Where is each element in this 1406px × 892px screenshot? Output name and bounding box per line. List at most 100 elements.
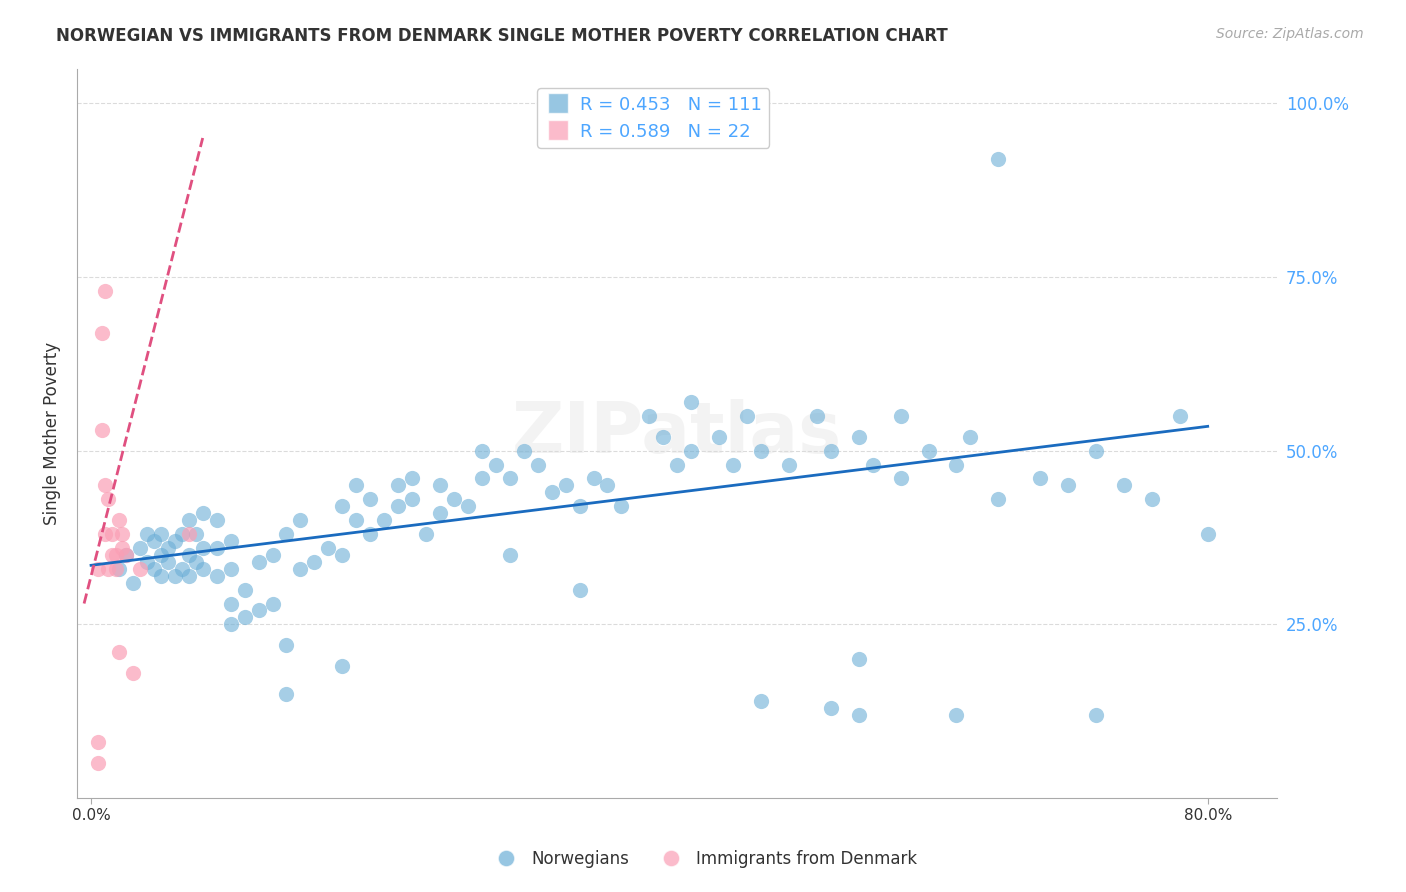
Point xyxy=(177,527,200,541)
Point xyxy=(443,492,465,507)
Point xyxy=(163,568,186,582)
Point xyxy=(917,443,939,458)
Point xyxy=(276,527,298,541)
Point xyxy=(105,562,128,576)
Point xyxy=(163,533,186,548)
Point xyxy=(415,527,437,541)
Point xyxy=(387,500,409,514)
Point xyxy=(205,568,228,582)
Point xyxy=(652,430,675,444)
Point xyxy=(499,471,522,485)
Point xyxy=(318,541,340,555)
Point xyxy=(749,694,772,708)
Point xyxy=(101,548,124,562)
Point xyxy=(262,597,284,611)
Point xyxy=(111,541,134,555)
Point xyxy=(191,541,214,555)
Point xyxy=(1197,527,1219,541)
Point xyxy=(554,478,576,492)
Point xyxy=(890,409,912,423)
Point xyxy=(401,492,423,507)
Point xyxy=(94,478,117,492)
Point xyxy=(142,562,165,576)
Point xyxy=(205,513,228,527)
Point xyxy=(94,527,117,541)
Point xyxy=(97,562,120,576)
Point xyxy=(681,443,703,458)
Point xyxy=(485,458,508,472)
Legend: R = 0.453   N = 111, R = 0.589   N = 22: R = 0.453 N = 111, R = 0.589 N = 22 xyxy=(537,88,769,148)
Point xyxy=(596,478,619,492)
Text: NORWEGIAN VS IMMIGRANTS FROM DENMARK SINGLE MOTHER POVERTY CORRELATION CHART: NORWEGIAN VS IMMIGRANTS FROM DENMARK SIN… xyxy=(56,27,948,45)
Point xyxy=(1085,707,1108,722)
Point xyxy=(638,409,661,423)
Y-axis label: Single Mother Poverty: Single Mother Poverty xyxy=(44,342,60,524)
Point xyxy=(87,735,110,749)
Point xyxy=(111,527,134,541)
Point xyxy=(359,527,381,541)
Point xyxy=(156,541,179,555)
Point xyxy=(862,458,884,472)
Point xyxy=(330,659,353,673)
Point xyxy=(129,562,152,576)
Point xyxy=(91,326,114,340)
Point xyxy=(170,527,193,541)
Point xyxy=(1140,492,1163,507)
Point xyxy=(778,458,800,472)
Point xyxy=(122,665,145,680)
Point xyxy=(276,638,298,652)
Point xyxy=(890,471,912,485)
Point xyxy=(290,513,312,527)
Point xyxy=(156,555,179,569)
Point xyxy=(987,152,1010,166)
Point xyxy=(568,582,591,597)
Point xyxy=(806,409,828,423)
Point xyxy=(429,478,451,492)
Point xyxy=(87,562,110,576)
Point xyxy=(344,478,367,492)
Point xyxy=(344,513,367,527)
Point xyxy=(87,756,110,771)
Point xyxy=(142,533,165,548)
Point xyxy=(177,513,200,527)
Point xyxy=(373,513,395,527)
Point xyxy=(359,492,381,507)
Point xyxy=(1112,478,1135,492)
Point xyxy=(101,527,124,541)
Point xyxy=(707,430,730,444)
Point xyxy=(94,284,117,298)
Point xyxy=(135,527,157,541)
Point xyxy=(721,458,744,472)
Point xyxy=(262,548,284,562)
Point xyxy=(184,555,207,569)
Point xyxy=(1168,409,1191,423)
Point xyxy=(149,568,172,582)
Point xyxy=(129,541,152,555)
Point xyxy=(945,707,967,722)
Legend: Norwegians, Immigrants from Denmark: Norwegians, Immigrants from Denmark xyxy=(482,844,924,875)
Point xyxy=(205,541,228,555)
Point xyxy=(122,575,145,590)
Point xyxy=(247,603,270,617)
Point xyxy=(170,562,193,576)
Point xyxy=(848,707,870,722)
Point xyxy=(945,458,967,472)
Point xyxy=(233,582,256,597)
Point xyxy=(330,548,353,562)
Point xyxy=(666,458,689,472)
Point xyxy=(513,443,536,458)
Point xyxy=(276,687,298,701)
Point xyxy=(959,430,981,444)
Point xyxy=(91,423,114,437)
Point xyxy=(540,485,562,500)
Point xyxy=(191,562,214,576)
Point xyxy=(582,471,605,485)
Text: Source: ZipAtlas.com: Source: ZipAtlas.com xyxy=(1216,27,1364,41)
Point xyxy=(749,443,772,458)
Point xyxy=(429,506,451,520)
Point xyxy=(1029,471,1052,485)
Point xyxy=(135,555,157,569)
Point xyxy=(219,617,242,632)
Point xyxy=(177,548,200,562)
Point xyxy=(568,500,591,514)
